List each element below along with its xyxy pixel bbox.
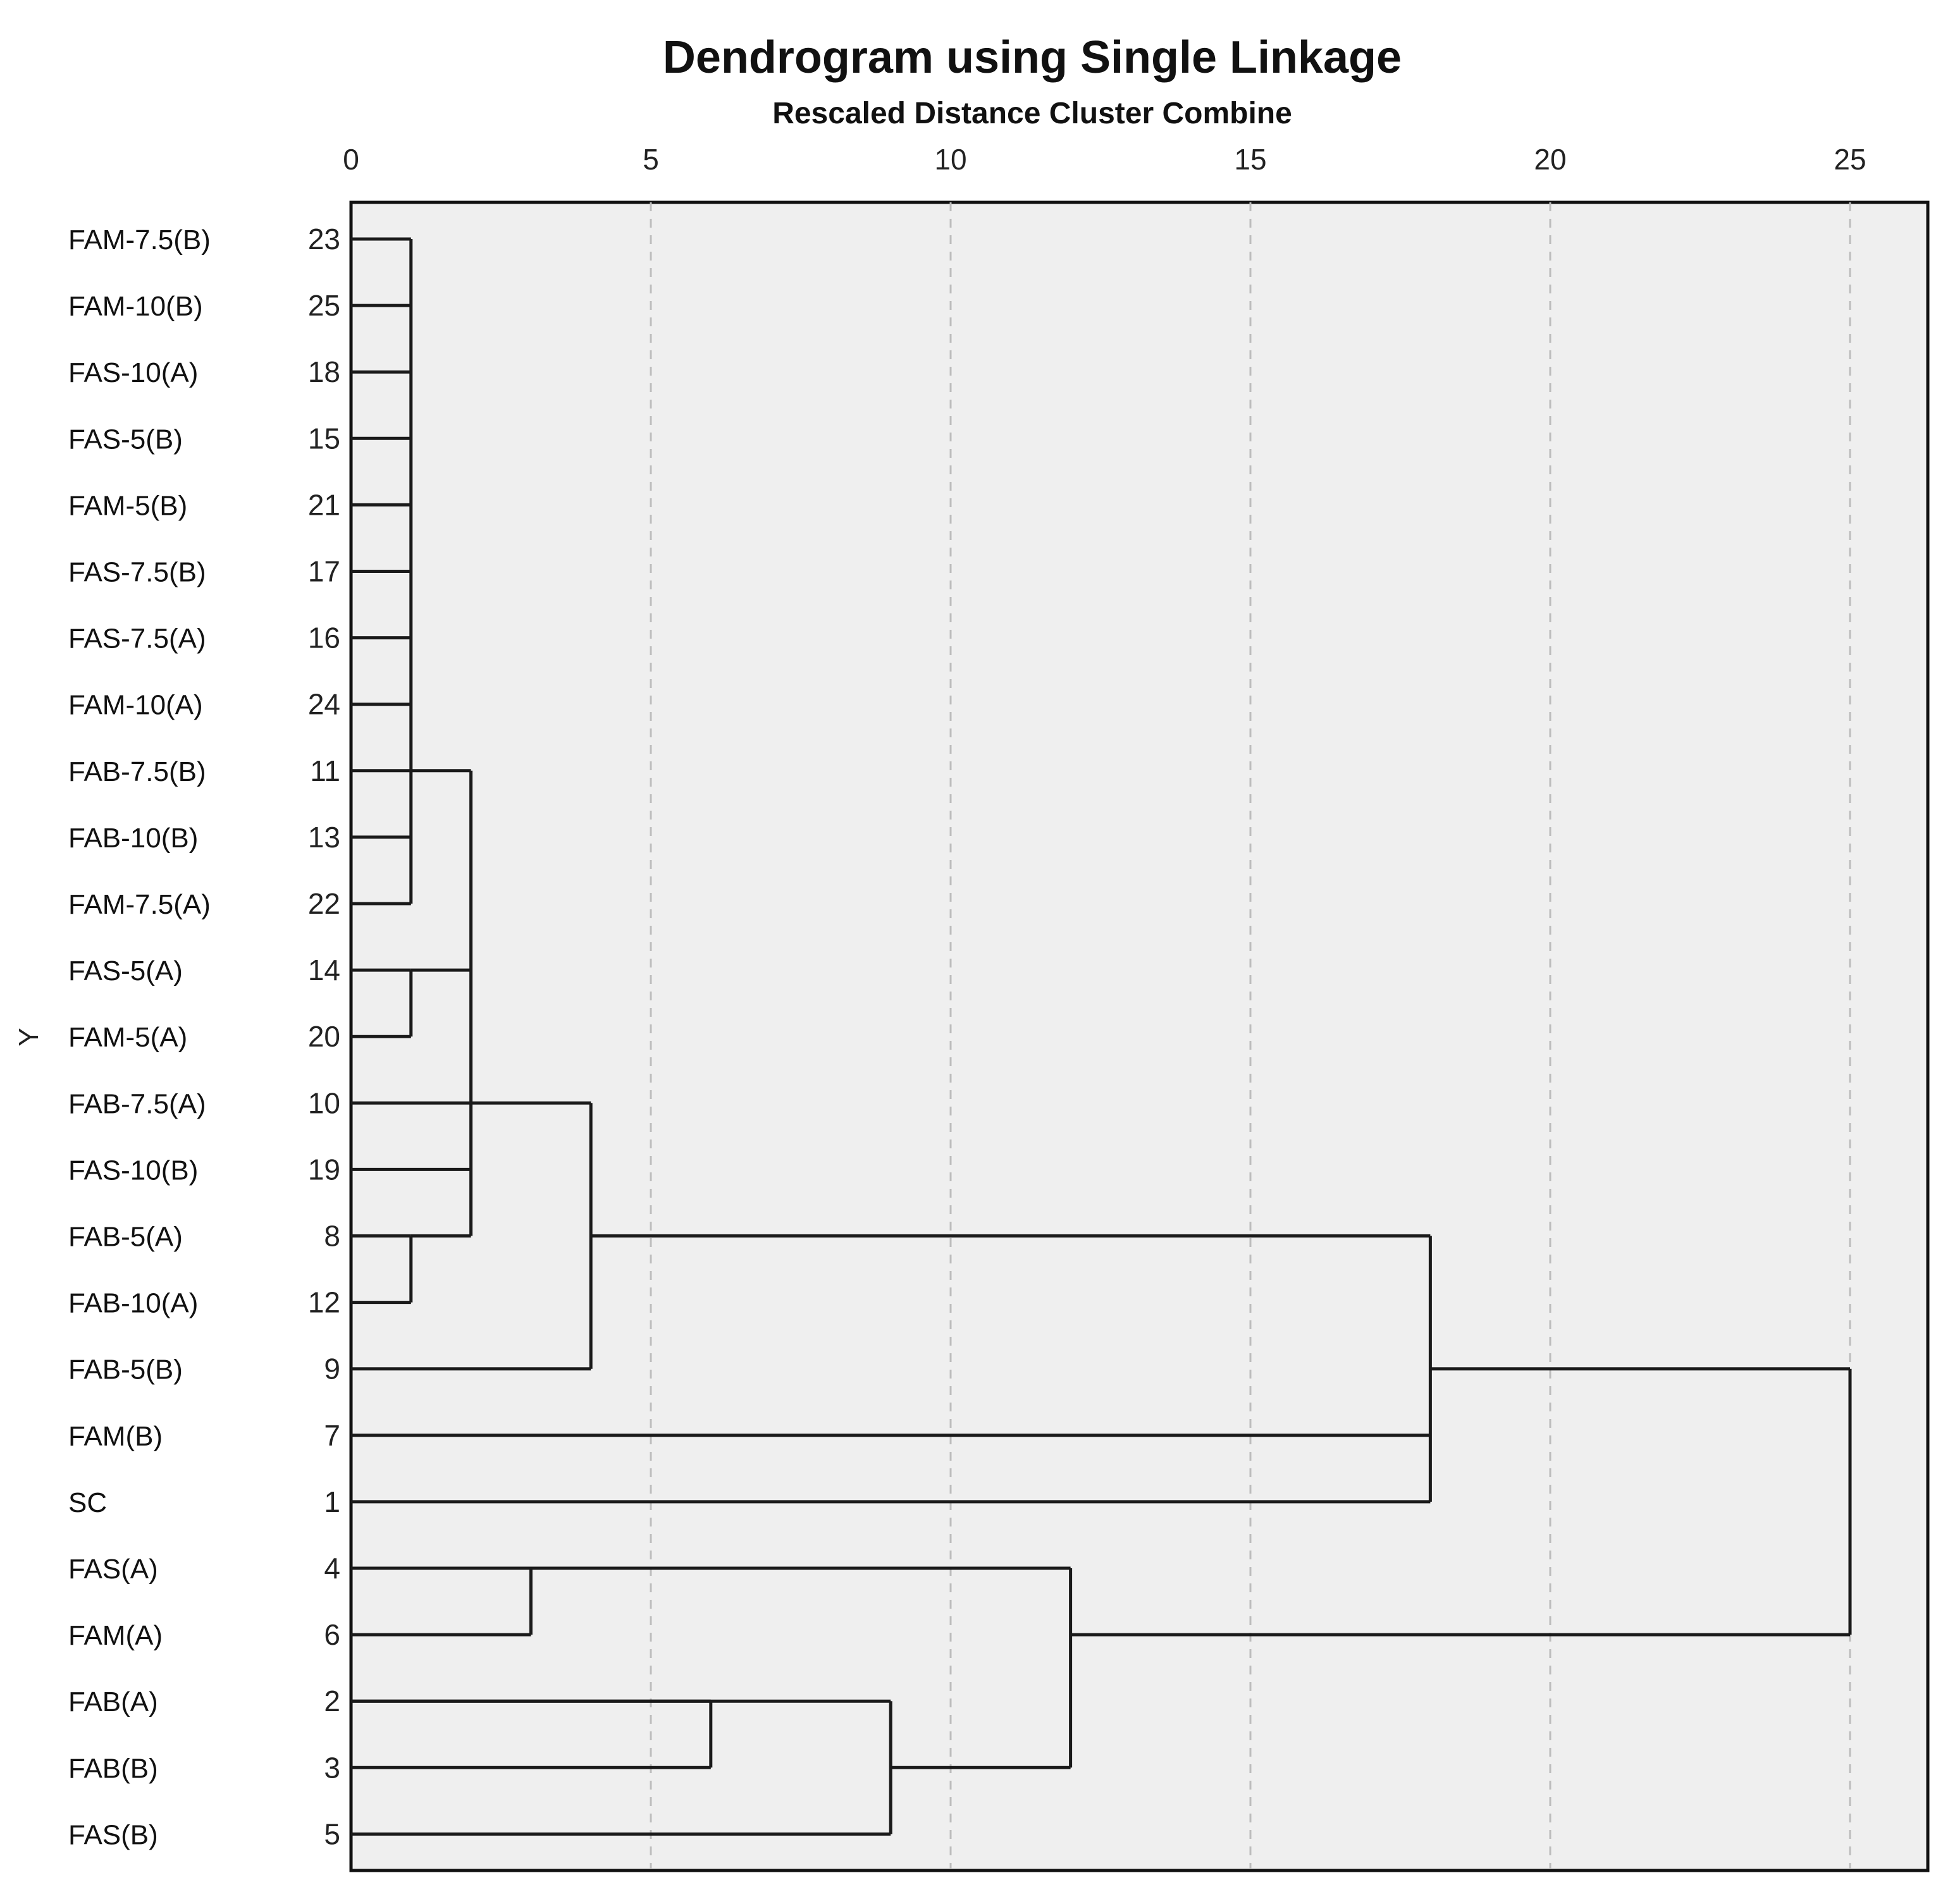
leaf-label: FAM-10(A)	[68, 690, 203, 721]
leaf-label: FAM-5(A)	[68, 1022, 187, 1053]
leaf-id: 23	[308, 223, 340, 255]
leaf-id: 15	[308, 422, 340, 455]
leaf-id: 17	[308, 555, 340, 588]
leaf-label: FAM(A)	[68, 1620, 163, 1651]
x-tick-label: 20	[1534, 143, 1566, 176]
leaf-id: 12	[308, 1286, 340, 1319]
leaf-id: 18	[308, 355, 340, 388]
x-tick-label: 15	[1234, 143, 1266, 176]
leaf-label: FAB-5(A)	[68, 1222, 183, 1253]
leaf-label: FAS-10(A)	[68, 357, 198, 388]
leaf-id: 19	[308, 1153, 340, 1186]
leaf-id: 11	[310, 754, 340, 787]
x-tick-label: 0	[343, 143, 359, 176]
chart-subtitle: Rescaled Distance Cluster Combine	[772, 97, 1292, 130]
y-axis-label: Y	[13, 1028, 44, 1046]
leaf-label: FAM(B)	[68, 1421, 163, 1452]
leaf-id: 22	[308, 887, 340, 920]
leaf-id: 25	[308, 289, 340, 322]
leaf-id: 7	[324, 1419, 340, 1452]
leaf-label: FAS-10(B)	[68, 1155, 198, 1186]
leaf-label: FAB-7.5(A)	[68, 1088, 206, 1119]
leaf-id: 24	[308, 688, 340, 721]
leaf-id: 8	[324, 1220, 340, 1253]
leaf-label: FAS-7.5(A)	[68, 623, 206, 654]
leaf-label: FAM-7.5(A)	[68, 889, 211, 920]
leaf-label: FAS-5(A)	[68, 955, 183, 986]
leaf-label: FAB-5(B)	[68, 1354, 183, 1385]
dendrogram-links	[351, 237, 1852, 1836]
leaf-id: 6	[324, 1618, 340, 1651]
leaf-id: 5	[324, 1817, 340, 1850]
leaf-ids: 2325181521171624111322142010198129714623…	[308, 223, 340, 1850]
x-axis-ticks: 0 5 10 15 20 25	[343, 143, 1866, 176]
leaf-id: 1	[324, 1485, 340, 1518]
leaf-id: 9	[324, 1353, 340, 1385]
leaf-label: SC	[68, 1487, 107, 1518]
leaf-label: FAM-7.5(B)	[68, 224, 211, 255]
leaf-label: FAB-7.5(B)	[68, 756, 206, 787]
leaf-label: FAM-10(B)	[68, 291, 203, 322]
leaf-label: FAB-10(B)	[68, 823, 198, 854]
leaf-labels: FAM-7.5(B) FAM-10(B) FAS-10(A) FAS-5(B) FAM-…	[68, 224, 211, 1850]
leaf-label: FAB(B)	[68, 1753, 158, 1784]
leaf-id: 4	[324, 1552, 340, 1585]
leaf-id: 14	[308, 954, 340, 986]
leaf-label: FAS(B)	[68, 1819, 158, 1850]
leaf-id: 3	[324, 1751, 340, 1784]
leaf-id: 10	[308, 1086, 340, 1119]
leaf-label: FAS-7.5(B)	[68, 557, 206, 588]
x-tick-label: 10	[934, 143, 966, 176]
leaf-id: 16	[308, 622, 340, 654]
leaf-label: FAS-5(B)	[68, 424, 183, 455]
plot-frame	[349, 200, 1930, 1872]
chart-title: Dendrogram using Single Linkage	[663, 32, 1402, 83]
leaf-label: FAM-5(B)	[68, 490, 187, 521]
leaf-label: FAB-10(A)	[68, 1288, 198, 1319]
leaf-id: 13	[308, 821, 340, 854]
leaf-label: FAS(A)	[68, 1554, 158, 1585]
leaf-id: 20	[308, 1020, 340, 1053]
x-tick-label: 5	[643, 143, 659, 176]
leaf-id: 21	[308, 488, 340, 521]
x-tick-label: 25	[1834, 143, 1866, 176]
leaf-label: FAB(A)	[68, 1686, 158, 1717]
leaf-id: 2	[324, 1685, 340, 1717]
